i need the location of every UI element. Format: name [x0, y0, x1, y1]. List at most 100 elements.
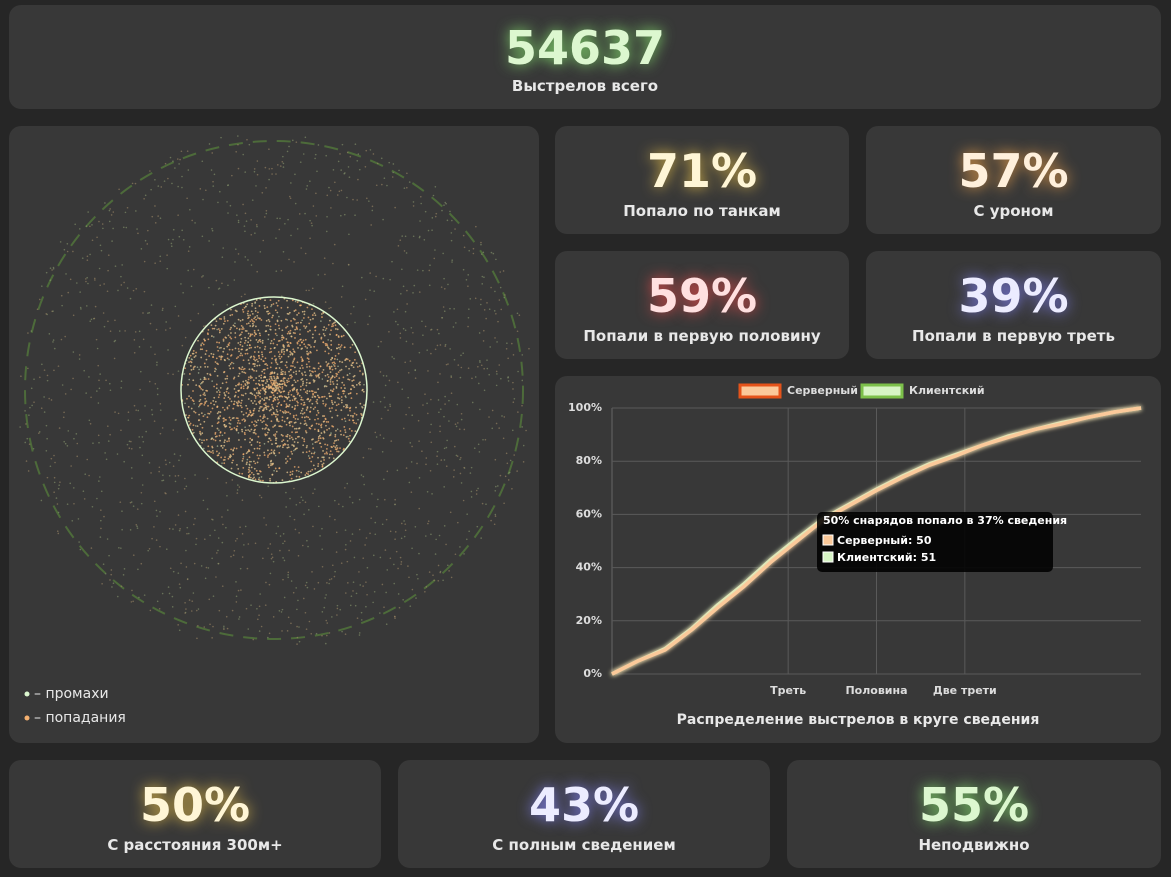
hit-point: [229, 426, 231, 429]
hit-point: [315, 414, 318, 416]
hit-point: [279, 353, 281, 356]
hit-point: [274, 442, 277, 445]
hit-point: [257, 390, 260, 392]
hit-point: [250, 310, 253, 313]
hit-point: [355, 362, 358, 365]
hit-point: [275, 367, 277, 370]
hit-point: [212, 355, 214, 358]
hit-point: [311, 396, 314, 399]
scatter-legend: – промахи – попадания: [24, 686, 126, 726]
hit-point: [335, 334, 338, 337]
hit-point: [237, 400, 240, 403]
hit-point: [330, 445, 333, 448]
hit-point: [274, 433, 277, 436]
miss-point: [165, 548, 168, 550]
hit-point: [223, 370, 226, 373]
hit-point: [302, 444, 305, 447]
hit-point: [255, 377, 258, 379]
hit-point: [329, 333, 331, 336]
hit-point: [264, 299, 266, 302]
hit-point: [276, 413, 279, 416]
hit-point: [353, 374, 356, 377]
hit-point: [231, 348, 234, 351]
hit-point: [259, 479, 262, 482]
hit-point: [333, 358, 336, 360]
hit-point: [330, 339, 333, 342]
hit-point: [224, 394, 227, 397]
hit-point: [322, 341, 325, 344]
hit-point: [215, 383, 218, 386]
hit-point: [259, 444, 261, 447]
hit-point: [228, 342, 231, 344]
hit-point: [363, 404, 366, 407]
hit-point: [276, 304, 279, 307]
hit-point: [310, 452, 313, 455]
hit-point: [294, 427, 296, 430]
hit-point: [327, 352, 330, 355]
hit-point: [199, 394, 202, 397]
hit-point: [325, 421, 328, 423]
hit-point: [286, 405, 289, 408]
hit-point: [272, 391, 274, 394]
hit-point: [270, 382, 273, 384]
hit-point: [235, 429, 238, 432]
hit-point: [253, 321, 255, 323]
hit-point: [209, 374, 212, 377]
hit-point: [252, 363, 254, 365]
hit-point: [336, 414, 339, 417]
miss-point: [52, 339, 55, 341]
hit-point: [248, 368, 251, 371]
hit-point: [327, 376, 330, 378]
miss-point: [136, 525, 138, 528]
hit-point: [209, 410, 212, 413]
hit-point: [195, 351, 198, 354]
hit-point: [254, 425, 256, 428]
hit-point: [237, 318, 240, 321]
hit-point: [259, 346, 261, 349]
miss-point: [172, 465, 175, 468]
hit-point: [317, 465, 319, 468]
hit-point: [231, 461, 234, 464]
hit-point: [299, 333, 301, 336]
hit-point: [220, 327, 223, 330]
hit-point: [200, 402, 203, 405]
hit-point: [314, 325, 317, 328]
hit-point: [250, 346, 253, 349]
hit-point: [270, 350, 273, 353]
hit-point: [230, 332, 232, 334]
hit-point: [346, 358, 349, 361]
miss-point: [258, 476, 261, 479]
hit-point: [251, 368, 254, 371]
hit-point: [258, 447, 261, 450]
hit-point: [320, 396, 323, 398]
hit-point: [285, 338, 288, 340]
miss-point: [437, 399, 440, 401]
hit-point: [298, 427, 301, 430]
hit-point: [291, 388, 294, 391]
hit-point: [330, 349, 333, 351]
hit-point: [293, 421, 296, 424]
hit-point: [253, 423, 255, 426]
hit-point: [228, 422, 231, 425]
hit-point: [267, 384, 270, 387]
hit-point: [302, 404, 305, 406]
hit-point: [247, 332, 250, 335]
hit-point: [340, 399, 343, 402]
hit-point: [303, 388, 306, 391]
hit-point: [284, 384, 286, 387]
hit-point: [301, 399, 304, 401]
hit-point: [192, 350, 195, 352]
hit-point: [203, 362, 206, 365]
hit-point: [226, 375, 229, 378]
hit-point: [253, 447, 256, 450]
hit-point: [257, 419, 260, 422]
miss-point: [179, 527, 181, 530]
hit-point: [253, 365, 256, 368]
hit-point: [273, 346, 276, 349]
hit-point: [216, 422, 219, 425]
hit-point: [194, 411, 197, 414]
stat-card: 59% Попали в первую половину: [555, 251, 849, 359]
hit-point: [264, 357, 267, 360]
hit-point: [232, 453, 235, 456]
